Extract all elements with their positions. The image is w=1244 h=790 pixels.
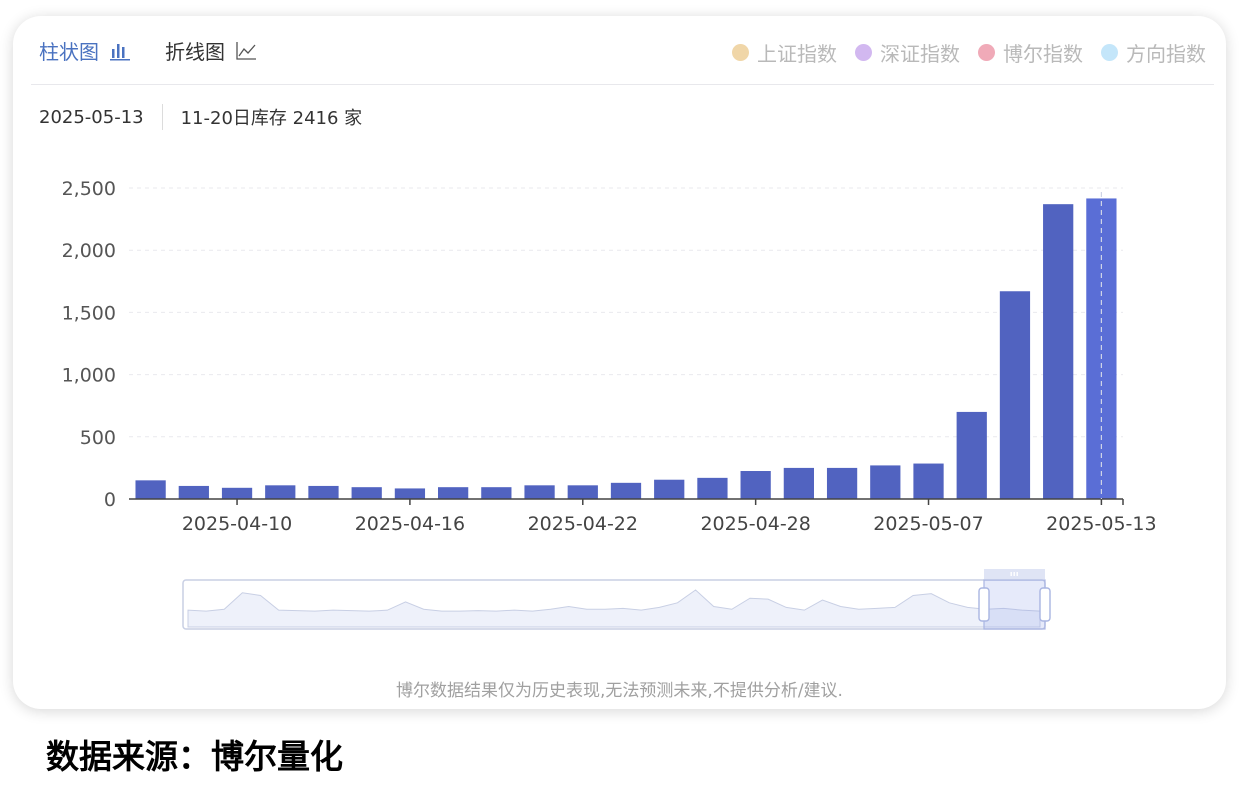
legend-item-shanghai[interactable]: 上证指数	[732, 38, 837, 67]
x-tick-label: 2025-04-10	[182, 513, 292, 535]
bar	[438, 487, 469, 499]
bar-chart-icon	[110, 43, 130, 60]
zoom-window[interactable]	[983, 579, 1046, 630]
bar	[999, 291, 1031, 499]
grip-mark	[1013, 572, 1015, 576]
zoom-handle-right[interactable]	[1039, 587, 1051, 622]
y-tick-label: 2,000	[62, 240, 116, 262]
legend-dot-direction	[1101, 44, 1118, 61]
bar	[567, 485, 598, 499]
chart-type-tabs: 柱状图 折线图	[39, 36, 291, 65]
legend-dot-boer	[978, 44, 995, 61]
grip-mark	[1010, 572, 1012, 576]
bar	[308, 485, 339, 499]
info-separator	[161, 104, 163, 130]
x-tick-label: 2025-04-22	[528, 513, 638, 535]
y-tick-label: 1,500	[62, 302, 116, 324]
tab-bar-chart-label: 柱状图	[39, 40, 99, 64]
tab-line-chart-label: 折线图	[165, 40, 225, 64]
x-tick-label: 2025-04-28	[700, 513, 810, 535]
bar	[956, 411, 987, 499]
x-tick-label: 2025-04-16	[355, 513, 465, 535]
bar	[221, 487, 253, 499]
bar	[870, 465, 901, 499]
legend-label-shanghai: 上证指数	[757, 42, 837, 66]
bar	[826, 467, 858, 499]
header-divider	[31, 84, 1214, 85]
bar	[1043, 204, 1074, 499]
info-text: 11-20日库存 2416 家	[180, 108, 363, 129]
y-tick-label: 500	[80, 427, 116, 449]
legend-label-direction: 方向指数	[1126, 42, 1206, 66]
bar	[394, 488, 426, 499]
y-tick-label: 2,500	[62, 178, 116, 200]
bar	[481, 487, 512, 499]
legend-label-boer: 博尔指数	[1003, 42, 1083, 66]
bar	[913, 463, 944, 499]
chart-card: 柱状图 折线图 上证指数 深证指数 博尔指数	[13, 16, 1226, 709]
legend-label-shenzhen: 深证指数	[880, 42, 960, 66]
x-tick-label: 2025-05-07	[873, 513, 983, 535]
legend-item-direction[interactable]: 方向指数	[1101, 38, 1206, 67]
tab-line-chart[interactable]: 折线图	[165, 36, 257, 65]
disclaimer-text: 博尔数据结果仅为历史表现,无法预测未来,不提供分析/建议.	[396, 681, 843, 701]
grip-mark	[1016, 572, 1018, 576]
bar	[783, 467, 814, 499]
data-source-caption: 数据来源：博尔量化	[46, 737, 343, 776]
legend-dot-shanghai	[732, 44, 749, 61]
bar-chart: 0 500 1,000 1,500 2,000 2,500 2025-04-10 2025-0…	[62, 178, 1157, 630]
legend-item-shenzhen[interactable]: 深证指数	[855, 38, 960, 67]
info-date: 2025-05-13	[39, 106, 144, 128]
zoom-handle-left[interactable]	[978, 587, 990, 622]
bar	[524, 485, 555, 499]
y-tick-label: 0	[104, 489, 116, 511]
bar	[135, 480, 166, 499]
bar	[697, 477, 728, 499]
x-tick-label: 2025-05-13	[1046, 513, 1156, 535]
y-tick-label: 1,000	[62, 365, 116, 387]
bar	[265, 485, 296, 499]
bar	[654, 479, 685, 499]
bar	[351, 487, 382, 499]
zoom-slider-sparkline	[187, 589, 1041, 628]
legend-item-boer[interactable]: 博尔指数	[978, 38, 1083, 67]
tab-bar-chart[interactable]: 柱状图	[39, 36, 131, 65]
line-chart-icon	[236, 41, 256, 60]
info-bar: 2025-05-13 11-20日库存 2416 家	[39, 104, 362, 130]
bar	[610, 482, 642, 499]
chart-legend: 上证指数 深证指数 博尔指数 方向指数	[714, 38, 1206, 67]
bar	[740, 471, 771, 499]
legend-dot-shenzhen	[855, 44, 872, 61]
bar	[178, 485, 209, 499]
